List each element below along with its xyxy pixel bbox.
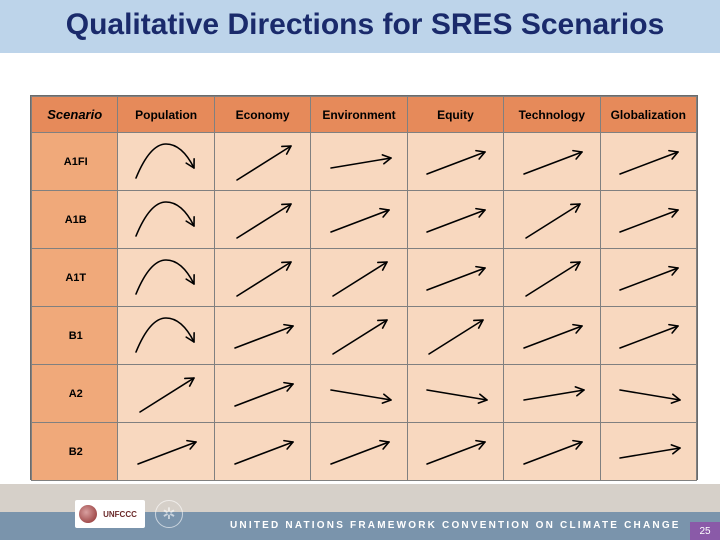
arrow-cell [214, 133, 310, 191]
trend-arrow-icon [504, 191, 599, 248]
arrow-cell [600, 191, 696, 249]
arrow-cell [118, 191, 214, 249]
trend-arrow-icon [215, 365, 310, 422]
trend-arrow-icon [118, 249, 213, 306]
trend-arrow-icon [118, 365, 213, 422]
footer-logos: UNFCCC ✲ [75, 490, 183, 538]
trend-arrow-icon [504, 365, 599, 422]
arrow-cell [214, 249, 310, 307]
arrow-cell [311, 249, 407, 307]
row-header: B2 [32, 423, 118, 481]
trend-arrow-icon [311, 307, 406, 364]
trend-arrow-icon [408, 133, 503, 190]
table-corner: Scenario [32, 97, 118, 133]
arrow-cell [407, 191, 503, 249]
arrow-cell [311, 365, 407, 423]
scenario-table-grid: ScenarioPopulationEconomyEnvironmentEqui… [31, 96, 697, 481]
un-emblem-icon: ✲ [155, 500, 183, 528]
row-header: A1FI [32, 133, 118, 191]
arrow-cell [407, 307, 503, 365]
arrow-cell [504, 365, 600, 423]
trend-arrow-icon [311, 423, 406, 480]
arrow-cell [407, 423, 503, 481]
arrow-cell [214, 423, 310, 481]
column-header: Environment [311, 97, 407, 133]
arrow-cell [118, 365, 214, 423]
slide: Qualitative Directions for SRES Scenario… [0, 0, 720, 540]
trend-arrow-icon [504, 423, 599, 480]
trend-arrow-icon [311, 365, 406, 422]
arrow-cell [311, 423, 407, 481]
arrow-cell [600, 249, 696, 307]
arrow-cell [118, 249, 214, 307]
arrow-cell [214, 365, 310, 423]
trend-arrow-icon [408, 249, 503, 306]
trend-arrow-icon [601, 365, 696, 422]
column-header: Equity [407, 97, 503, 133]
row-header: A2 [32, 365, 118, 423]
trend-arrow-icon [408, 191, 503, 248]
arrow-cell [407, 365, 503, 423]
trend-arrow-icon [215, 133, 310, 190]
slide-title: Qualitative Directions for SRES Scenario… [20, 8, 710, 43]
trend-arrow-icon [118, 307, 213, 364]
footer-text: UNITED NATIONS FRAMEWORK CONVENTION ON C… [230, 520, 681, 531]
arrow-cell [311, 191, 407, 249]
arrow-cell [600, 133, 696, 191]
trend-arrow-icon [601, 307, 696, 364]
trend-arrow-icon [215, 249, 310, 306]
arrow-cell [504, 133, 600, 191]
unfccc-logo-label: UNFCCC [103, 510, 137, 519]
arrow-cell [118, 133, 214, 191]
arrow-cell [600, 365, 696, 423]
row-header: B1 [32, 307, 118, 365]
trend-arrow-icon [601, 191, 696, 248]
column-header: Globalization [600, 97, 696, 133]
scenario-table: ScenarioPopulationEconomyEnvironmentEqui… [30, 95, 698, 480]
column-header: Technology [504, 97, 600, 133]
row-header: A1B [32, 191, 118, 249]
trend-arrow-icon [504, 249, 599, 306]
trend-arrow-icon [118, 423, 213, 480]
arrow-cell [118, 307, 214, 365]
trend-arrow-icon [215, 423, 310, 480]
column-header: Population [118, 97, 214, 133]
arrow-cell [311, 307, 407, 365]
page-number: 25 [690, 522, 720, 540]
arrow-cell [407, 249, 503, 307]
arrow-cell [504, 249, 600, 307]
trend-arrow-icon [601, 249, 696, 306]
arrow-cell [600, 307, 696, 365]
arrow-cell [504, 191, 600, 249]
trend-arrow-icon [504, 307, 599, 364]
column-header: Economy [214, 97, 310, 133]
row-header: A1T [32, 249, 118, 307]
trend-arrow-icon [408, 423, 503, 480]
trend-arrow-icon [118, 191, 213, 248]
arrow-cell [504, 423, 600, 481]
arrow-cell [311, 133, 407, 191]
title-band: Qualitative Directions for SRES Scenario… [0, 0, 720, 53]
trend-arrow-icon [311, 249, 406, 306]
trend-arrow-icon [504, 133, 599, 190]
arrow-cell [504, 307, 600, 365]
arrow-cell [600, 423, 696, 481]
arrow-cell [214, 191, 310, 249]
trend-arrow-icon [311, 133, 406, 190]
arrow-cell [407, 133, 503, 191]
trend-arrow-icon [215, 191, 310, 248]
arrow-cell [118, 423, 214, 481]
trend-arrow-icon [215, 307, 310, 364]
trend-arrow-icon [408, 307, 503, 364]
unfccc-logo: UNFCCC [75, 500, 145, 528]
trend-arrow-icon [601, 133, 696, 190]
trend-arrow-icon [311, 191, 406, 248]
arrow-cell [214, 307, 310, 365]
trend-arrow-icon [601, 423, 696, 480]
trend-arrow-icon [118, 133, 213, 190]
trend-arrow-icon [408, 365, 503, 422]
